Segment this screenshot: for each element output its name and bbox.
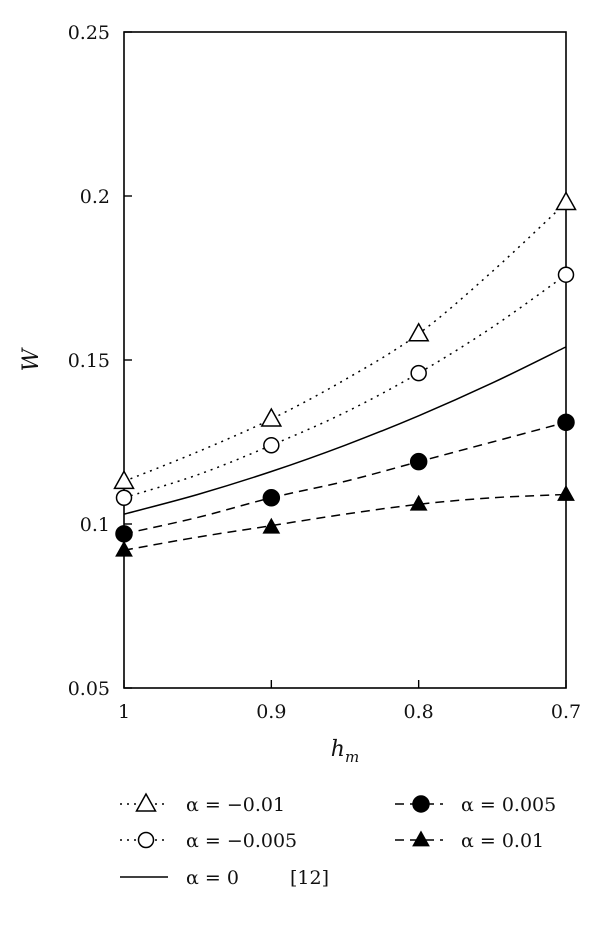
- legend-marker: [412, 830, 430, 847]
- series-layer: [123, 202, 567, 551]
- series-2-data-point: [115, 489, 133, 507]
- legend-label: α = 0.01: [461, 830, 544, 852]
- legend-item-3: α = 0 [12]: [120, 867, 329, 889]
- series-4-data-point: [115, 525, 133, 543]
- series-line-5: [123, 493, 567, 551]
- series-4-data-point: [409, 452, 428, 471]
- series-1-data-point: [113, 469, 135, 490]
- axis-ticks: 0.05 0.1 0.15 0.2 0.25 1 0.9 0.8 0.7: [68, 22, 581, 723]
- series-line-4: [123, 421, 567, 535]
- series-2-data-point: [557, 266, 575, 283]
- series-5-data-point: [409, 494, 428, 511]
- series-1-data-point: [555, 191, 577, 211]
- series-line-2: [123, 274, 567, 499]
- series-5-data-point: [557, 484, 575, 501]
- x-tick-label: 0.7: [551, 701, 581, 723]
- legend-label: α = −0.005: [186, 830, 297, 852]
- legend-item-2: α = −0.005: [120, 830, 297, 852]
- series-5-data-point: [115, 540, 133, 557]
- legend-item-5: α = 0.01: [395, 830, 544, 852]
- legend-item-4: α = 0.005: [395, 794, 556, 816]
- y-axis-title: W: [19, 346, 44, 371]
- x-tick-label: 0.8: [404, 701, 434, 723]
- y-tick-label: 0.05: [68, 678, 110, 700]
- legend-label: α = 0: [186, 867, 239, 889]
- y-tick-label: 0.1: [80, 514, 110, 536]
- y-tick-label: 0.25: [68, 22, 110, 44]
- y-tick-label: 0.2: [80, 186, 110, 208]
- legend-label: α = −0.01: [186, 794, 285, 816]
- series-line-3: [123, 346, 567, 515]
- legend-marker: [135, 792, 157, 812]
- legend-item-1: α = −0.01: [120, 792, 285, 816]
- series-5-data-point: [262, 517, 281, 534]
- legend-marker: [137, 831, 155, 849]
- x-tick-label: 0.9: [256, 701, 286, 723]
- y-tick-label: 0.15: [68, 350, 110, 372]
- series-4-data-point: [262, 489, 281, 507]
- x-axis-title: hm: [331, 737, 359, 766]
- legend: α = −0.01 α = −0.005 α = 0 [12] α = 0.005 α =…: [120, 792, 556, 889]
- legend-label: α = 0.005: [461, 794, 556, 816]
- plot-frame: [123, 31, 567, 689]
- series-1-data-point: [407, 322, 430, 342]
- series-line-1: [123, 202, 567, 483]
- legend-marker: [412, 795, 430, 813]
- markers-layer: [113, 191, 577, 557]
- series-4-data-point: [557, 413, 575, 432]
- legend-citation: [12]: [290, 867, 329, 889]
- x-tick-label: 1: [118, 701, 130, 723]
- series-2-data-point: [410, 364, 427, 382]
- series-1-data-point: [260, 407, 283, 427]
- x-axis-title-subscript: m: [345, 748, 359, 766]
- x-axis-title-main: h: [331, 737, 345, 762]
- series-2-data-point: [263, 437, 280, 454]
